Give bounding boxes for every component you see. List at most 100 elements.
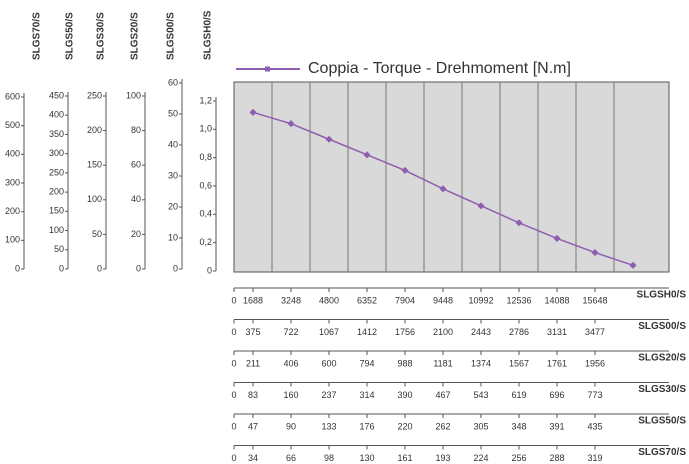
marker	[363, 151, 371, 159]
x-tick-label: 1181	[433, 358, 452, 368]
y-tick-label: 400	[49, 110, 64, 120]
y-tick-label: 100	[87, 194, 102, 204]
plot-area	[233, 81, 670, 273]
x-tick-label: 47	[248, 421, 258, 431]
y-tick-label: 0	[97, 263, 102, 273]
marker	[287, 120, 295, 128]
y-tick-label: 0,6	[199, 180, 212, 190]
y-tick-label: 0	[136, 263, 141, 273]
y-tick-label: 50	[54, 244, 64, 254]
y-tick-label: 150	[87, 160, 102, 170]
x-tick-label: 0	[231, 453, 236, 463]
x-tick-label: 98	[324, 453, 334, 463]
y-axis-title: SLGS30/S	[96, 12, 107, 60]
x-tick-label: 348	[511, 421, 526, 431]
y-tick-label: 80	[131, 125, 141, 135]
x-tick-label: 319	[587, 453, 602, 463]
y-axis-title: SLGSH0/S	[203, 10, 214, 60]
x-tick-label: 0	[231, 295, 236, 305]
x-axis-title: SLGSH0/S	[637, 290, 687, 301]
x-tick-label: 2786	[509, 327, 529, 337]
x-tick-label: 619	[511, 390, 526, 400]
x-tick-label: 1756	[395, 327, 415, 337]
x-tick-label: 288	[549, 453, 564, 463]
x-axis-title: SLGS70/S	[638, 447, 686, 458]
y-tick-label: 200	[5, 206, 20, 216]
marker	[553, 234, 561, 242]
y-tick-label: 0	[173, 263, 178, 273]
x-tick-label: 0	[231, 390, 236, 400]
y-axis-title: SLGS20/S	[130, 12, 141, 60]
y-tick-label: 0	[59, 263, 64, 273]
y-tick-label: 1,2	[199, 95, 212, 105]
x-axis-title: SLGS50/S	[638, 416, 686, 427]
x-tick-label: 600	[321, 358, 336, 368]
x-tick-label: 6352	[357, 295, 377, 305]
x-tick-label: 467	[435, 390, 450, 400]
x-tick-label: 305	[473, 421, 488, 431]
y-tick-label: 300	[5, 177, 20, 187]
y-tick-label: 10	[168, 232, 178, 242]
x-tick-label: 160	[283, 390, 298, 400]
x-tick-label: 1067	[319, 327, 339, 337]
x-axis-title: SLGS00/S	[638, 321, 686, 332]
y-tick-label: 0,2	[199, 237, 212, 247]
x-tick-label: 1567	[509, 358, 529, 368]
y-tick-label: 20	[131, 229, 141, 239]
x-tick-label: 696	[549, 390, 564, 400]
y-tick-label: 0	[207, 265, 212, 275]
x-tick-label: 15648	[582, 295, 607, 305]
y-tick-label: 450	[49, 90, 64, 100]
x-tick-label: 83	[248, 390, 258, 400]
marker	[401, 166, 409, 174]
x-tick-label: 262	[435, 421, 450, 431]
x-tick-label: 130	[359, 453, 374, 463]
y-tick-label: 1,0	[199, 124, 212, 134]
x-tick-label: 220	[397, 421, 412, 431]
legend-marker	[265, 66, 270, 72]
x-tick-label: 3131	[547, 327, 567, 337]
y-tick-label: 40	[168, 139, 178, 149]
y-tick-label: 100	[49, 225, 64, 235]
x-tick-label: 375	[245, 327, 260, 337]
y-tick-label: 350	[49, 129, 64, 139]
marker	[439, 185, 447, 193]
marker	[515, 219, 523, 227]
x-tick-label: 9448	[433, 295, 453, 305]
marker	[477, 202, 485, 210]
y-tick-label: 250	[49, 167, 64, 177]
y-tick-label: 20	[168, 201, 178, 211]
x-tick-label: 211	[246, 358, 260, 368]
x-tick-label: 2443	[471, 327, 491, 337]
x-tick-label: 3248	[281, 295, 301, 305]
y-tick-label: 200	[49, 186, 64, 196]
x-tick-label: 237	[321, 390, 336, 400]
x-tick-label: 1761	[547, 358, 567, 368]
y-tick-label: 0	[15, 263, 20, 273]
marker	[249, 108, 257, 116]
legend-label: Coppia - Torque - Drehmoment [N.m]	[308, 60, 571, 77]
x-tick-label: 2100	[433, 327, 453, 337]
y-tick-label: 30	[168, 170, 178, 180]
y-tick-label: 200	[87, 125, 102, 135]
x-tick-label: 1374	[471, 358, 491, 368]
x-tick-label: 1688	[243, 295, 263, 305]
y-tick-label: 50	[168, 108, 178, 118]
y-axis-title: SLGS70/S	[32, 12, 43, 60]
marker	[629, 261, 637, 269]
x-tick-label: 1956	[585, 358, 605, 368]
y-tick-label: 300	[49, 148, 64, 158]
x-tick-label: 3477	[585, 327, 605, 337]
x-tick-label: 176	[359, 421, 374, 431]
x-tick-label: 7904	[395, 295, 415, 305]
x-tick-label: 193	[435, 453, 450, 463]
y-tick-label: 250	[87, 90, 102, 100]
y-tick-label: 0,8	[199, 152, 212, 162]
x-tick-label: 988	[397, 358, 412, 368]
x-tick-label: 4800	[319, 295, 339, 305]
x-axis-title: SLGS30/S	[638, 384, 686, 395]
x-tick-label: 722	[283, 327, 298, 337]
y-axis-title: SLGS50/S	[65, 12, 76, 60]
x-tick-label: 391	[549, 421, 564, 431]
y-tick-label: 600	[5, 91, 20, 101]
